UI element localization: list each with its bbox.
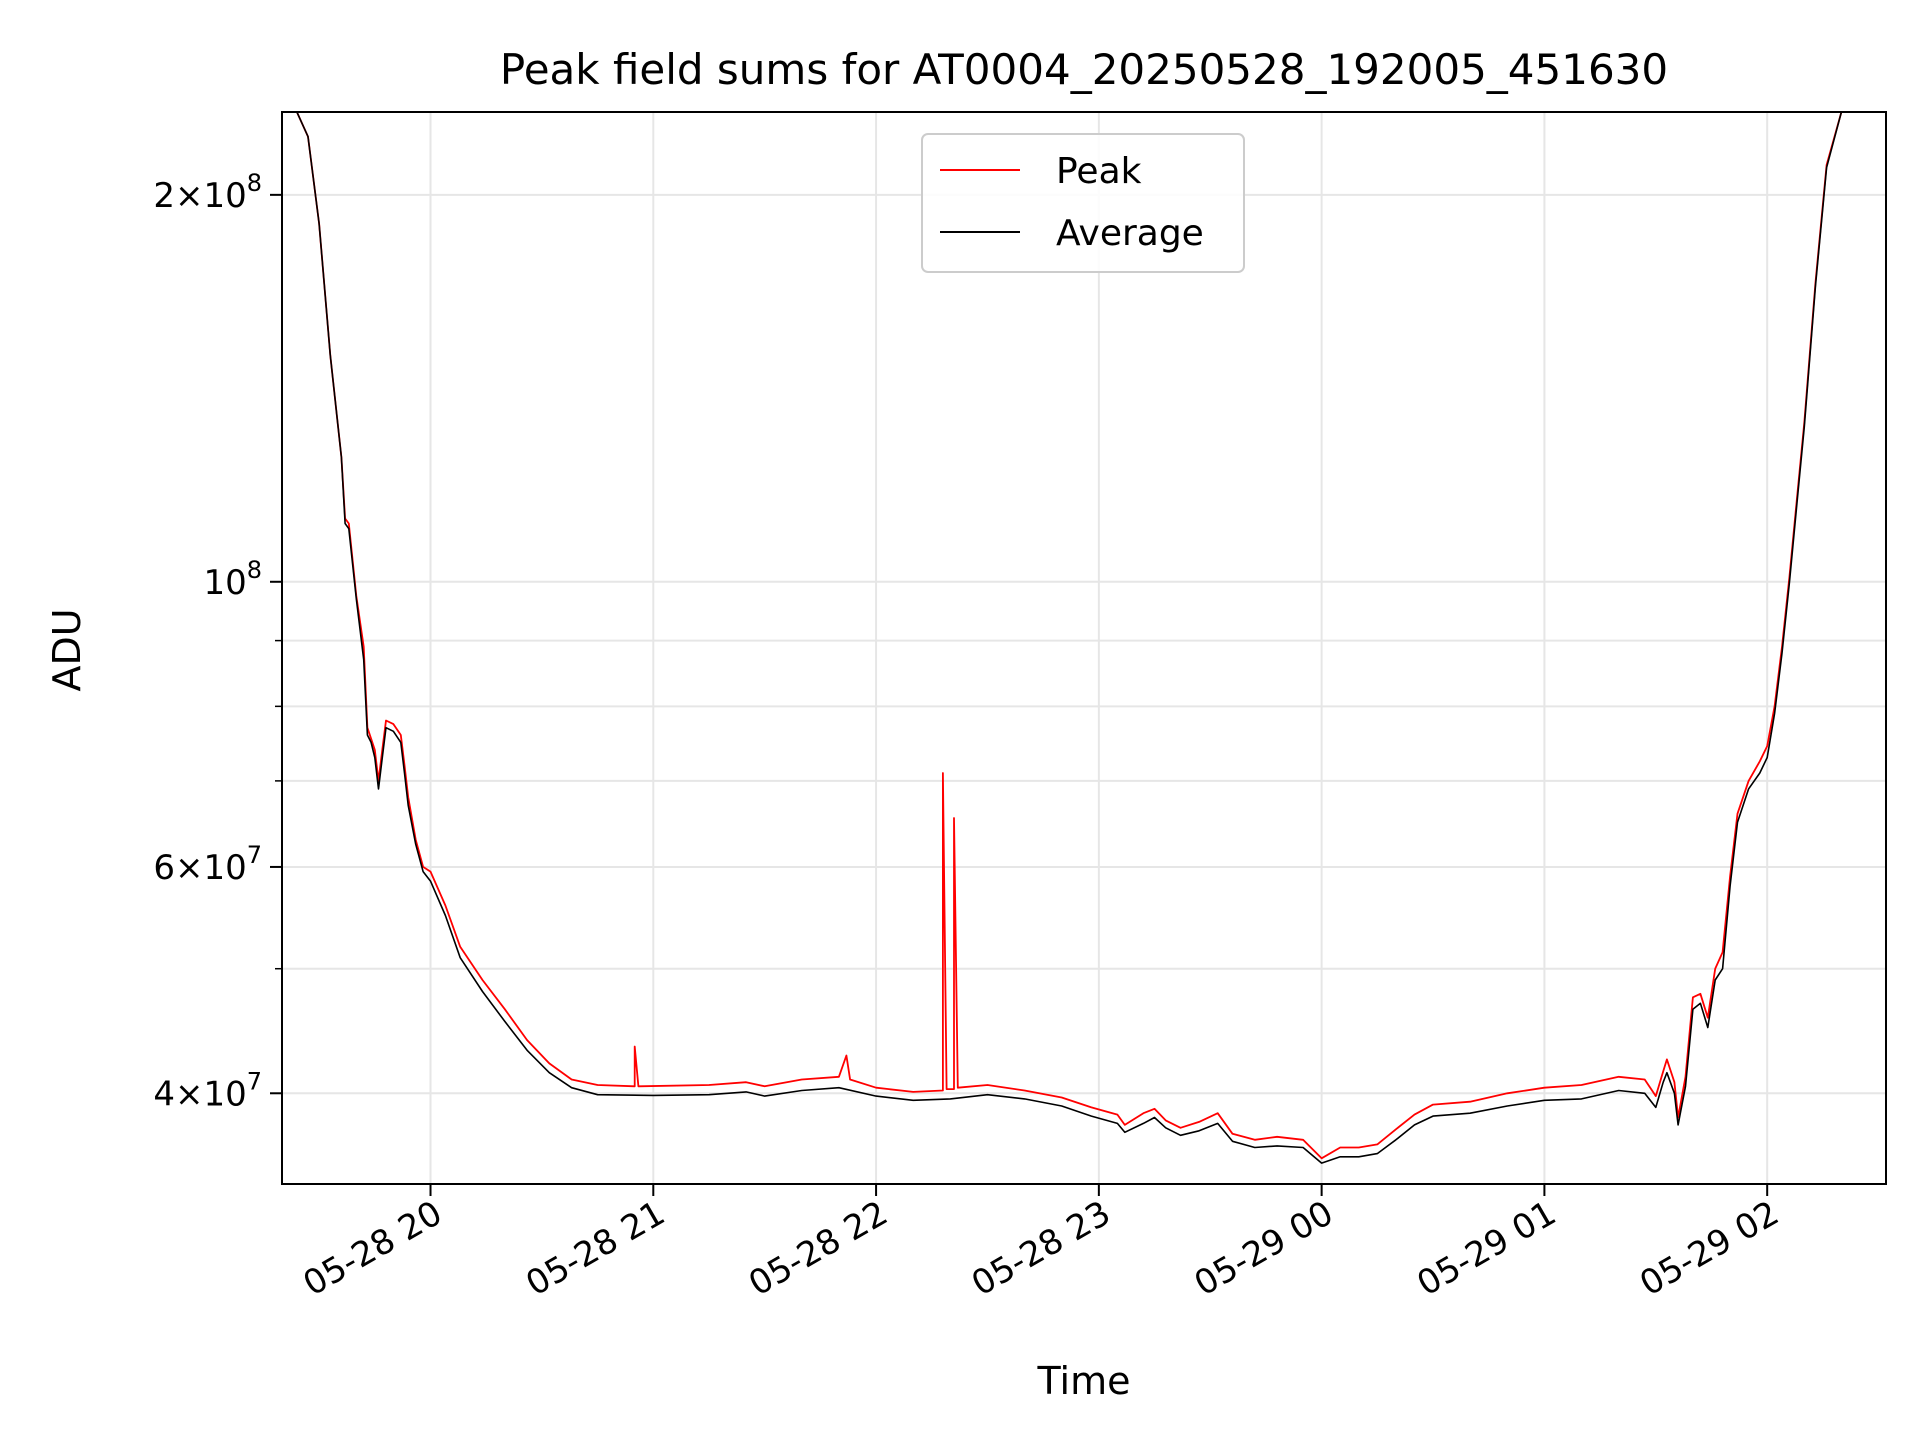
y-tick-label: 2×108 [153, 169, 262, 216]
y-axis-ticks: 2×108 108 6×107 4×107 [153, 169, 282, 1114]
plot-frame [281, 111, 1887, 1185]
y-tick-label: 108 [203, 556, 262, 603]
y-axis-label: ADU [45, 608, 89, 691]
legend: Peak Average [921, 133, 1245, 273]
x-axis-label: Time [1037, 1359, 1131, 1403]
legend-label-average: Average [1056, 213, 1204, 254]
grid-lines [282, 112, 1886, 1184]
chart-title: Peak field sums for AT0004_20250528_1920… [500, 45, 1668, 94]
legend-label-peak: Peak [1056, 151, 1142, 192]
y-tick-label: 4×107 [153, 1067, 262, 1114]
legend-box [921, 133, 1245, 273]
series-line-average [282, 112, 1886, 1164]
series-line-peak [282, 112, 1886, 1160]
series-group [282, 112, 1886, 1164]
y-tick-label: 6×107 [153, 841, 262, 888]
